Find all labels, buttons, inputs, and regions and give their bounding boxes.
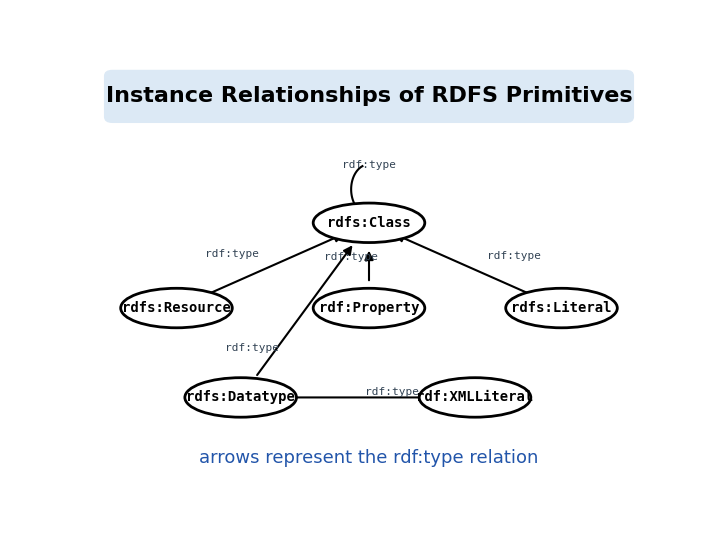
- Text: rdf:XMLLiteral: rdf:XMLLiteral: [416, 390, 534, 404]
- Ellipse shape: [313, 203, 425, 242]
- FancyBboxPatch shape: [104, 70, 634, 123]
- Text: rdfs:Datatype: rdfs:Datatype: [186, 390, 295, 404]
- Text: rdf:type: rdf:type: [205, 249, 259, 259]
- Text: rdfs:Literal: rdfs:Literal: [511, 301, 612, 315]
- Text: rdf:Property: rdf:Property: [319, 301, 419, 315]
- Ellipse shape: [313, 288, 425, 328]
- Text: rdfs:Class: rdfs:Class: [327, 216, 411, 230]
- Text: rdf:type: rdf:type: [324, 252, 378, 262]
- Ellipse shape: [121, 288, 233, 328]
- Ellipse shape: [419, 377, 531, 417]
- Ellipse shape: [185, 377, 297, 417]
- Text: rdfs:Resource: rdfs:Resource: [122, 301, 231, 315]
- Text: rdf:type: rdf:type: [225, 343, 279, 353]
- Text: arrows represent the rdf:type relation: arrows represent the rdf:type relation: [199, 449, 539, 467]
- Text: rdf:type: rdf:type: [366, 387, 420, 397]
- Text: Instance Relationships of RDFS Primitives: Instance Relationships of RDFS Primitive…: [106, 86, 632, 106]
- Text: rdf:type: rdf:type: [487, 251, 541, 261]
- Text: rdf:type: rdf:type: [342, 160, 396, 171]
- Ellipse shape: [505, 288, 617, 328]
